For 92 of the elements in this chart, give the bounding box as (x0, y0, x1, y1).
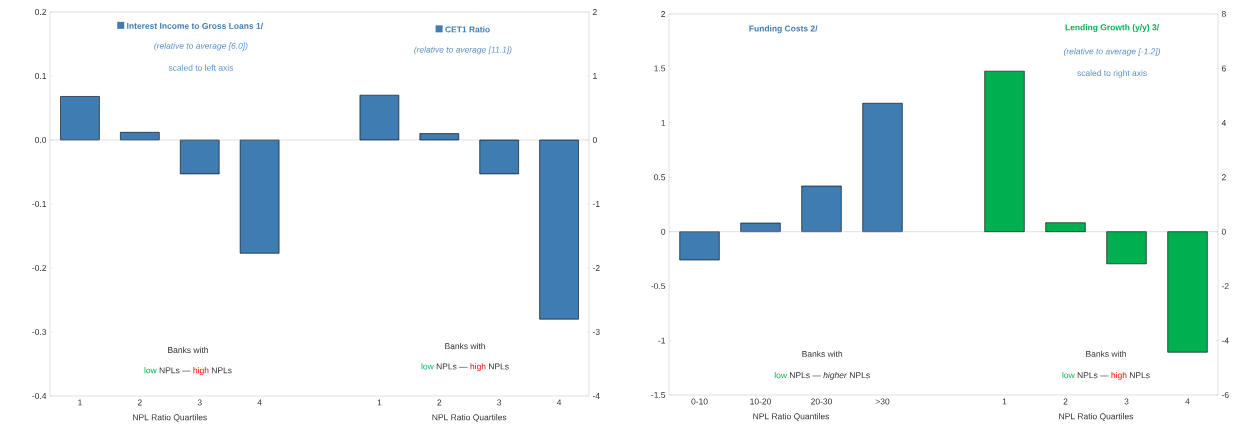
annotation: (relative to average [-1.2]) (1063, 48, 1161, 57)
bar (539, 139, 579, 320)
bar (479, 139, 519, 175)
x-tick-label: 10-20 (750, 398, 771, 405)
annotation: high (193, 367, 209, 375)
x-axis-title: NPL Ratio Quartiles (133, 414, 207, 422)
annotation: NPLs — (436, 363, 468, 370)
text: Lending Growth (y/y) 3/ (1065, 24, 1160, 33)
bar (60, 96, 100, 141)
y2-tick-label: 4 (1221, 119, 1226, 126)
y-tick-label: -0.2 (32, 264, 47, 271)
bar (984, 70, 1025, 232)
annotation: Banks with (168, 346, 208, 354)
annotation: NPLs (211, 367, 232, 374)
annotation: Banks with (1086, 350, 1126, 357)
y-tick-label: 0.5 (654, 174, 666, 181)
bar (1045, 222, 1086, 232)
y-tick-label: -0.5 (651, 283, 666, 290)
legend-label: CET1 Ratio (445, 26, 490, 33)
y2-tick-label: 8 (1221, 10, 1226, 17)
x-tick-label: 2 (1063, 398, 1068, 405)
text: NPL Ratio Quartiles (432, 414, 507, 422)
y2-tick-label: -1 (592, 201, 600, 207)
x-tick-label: 4 (556, 399, 562, 406)
y2-tick-label: 1 (593, 73, 597, 79)
y2-tick-label: 2 (1221, 174, 1226, 181)
legend-label: Interest Income to Gross Loans 1/ (127, 22, 263, 30)
x-tick-label: 3 (197, 399, 202, 406)
bar (179, 139, 220, 175)
annotation: NPLs (489, 363, 509, 370)
y2-tick-label: -2 (592, 265, 600, 271)
annotation: NPLs (1129, 372, 1150, 379)
annotation: (relative to average [6.0]) (154, 42, 248, 51)
y2-tick-label: 6 (1221, 65, 1226, 72)
y-tick-label: 0.1 (35, 73, 47, 79)
y-tick-label: 0 (661, 228, 666, 235)
x-tick-label: 2 (137, 399, 142, 406)
text: NPL Ratio Quartiles (1059, 413, 1134, 421)
annotation: NPLs — higher NPLs (790, 371, 870, 380)
x-tick-label: 1 (377, 399, 382, 406)
y-tick-label: 1 (661, 119, 666, 126)
annotation: NPLs — (1077, 372, 1109, 379)
y-tick-label: 0.2 (35, 9, 47, 15)
y2-tick-label: -6 (1221, 391, 1229, 398)
text: Funding Costs 2/ (749, 25, 818, 34)
x-tick-label: 3 (497, 399, 502, 406)
bar (679, 231, 720, 261)
x-tick-label: 2 (437, 399, 442, 406)
x-tick-label: 20-30 (811, 398, 832, 405)
annotation: Banks with (802, 350, 843, 357)
annotation: scaled to right axis (1077, 69, 1147, 78)
x-axis-title: NPL Ratio Quantiles (753, 413, 830, 421)
bar (740, 222, 781, 232)
annotation: scaled to left axis (168, 64, 234, 71)
y2-tick-label: -4 (592, 393, 600, 399)
annotation: low (774, 371, 787, 379)
bar (1167, 231, 1208, 353)
y2-tick-label: -4 (1221, 337, 1229, 344)
annotation: NPLs — (159, 367, 191, 374)
annotation: Banks with (445, 342, 485, 350)
annotation: low (421, 363, 434, 370)
x-tick-label: 3 (1124, 398, 1129, 405)
x-tick-label: 4 (257, 399, 262, 406)
y-tick-label: 1.5 (654, 65, 666, 72)
y-tick-label: -0.3 (32, 328, 47, 335)
y-tick-label: -0.1 (32, 200, 47, 207)
bar (862, 102, 903, 232)
x-tick-label: >30 (875, 398, 890, 405)
y2-tick-label: 2 (592, 9, 597, 15)
annotation: low (1062, 371, 1075, 379)
y-tick-label: -1.5 (651, 392, 666, 398)
y-tick-label: -1 (658, 337, 666, 344)
bar (801, 185, 842, 232)
x-tick-label: 1 (78, 399, 82, 406)
x-tick-label: 0-10 (691, 398, 708, 405)
y-tick-label: 2 (661, 11, 666, 17)
x-tick-label: 4 (1185, 398, 1190, 405)
y2-tick-label: -2 (1221, 283, 1229, 290)
y-tick-label: -0.4 (32, 392, 47, 399)
annotation: high (1111, 371, 1127, 380)
y2-tick-label: 0 (592, 137, 597, 143)
annotation: high (470, 363, 486, 372)
x-tick-label: 1 (1002, 398, 1007, 405)
y-tick-label: 0.0 (35, 137, 47, 143)
annotation: low (144, 367, 157, 374)
bar (419, 133, 460, 141)
annotation: (relative to average [11.1]) (414, 46, 512, 55)
y2-tick-label: 0 (1221, 228, 1226, 235)
bar (239, 139, 280, 254)
bar (359, 94, 400, 141)
bar (1106, 231, 1147, 265)
y2-tick-label: -3 (592, 328, 600, 335)
